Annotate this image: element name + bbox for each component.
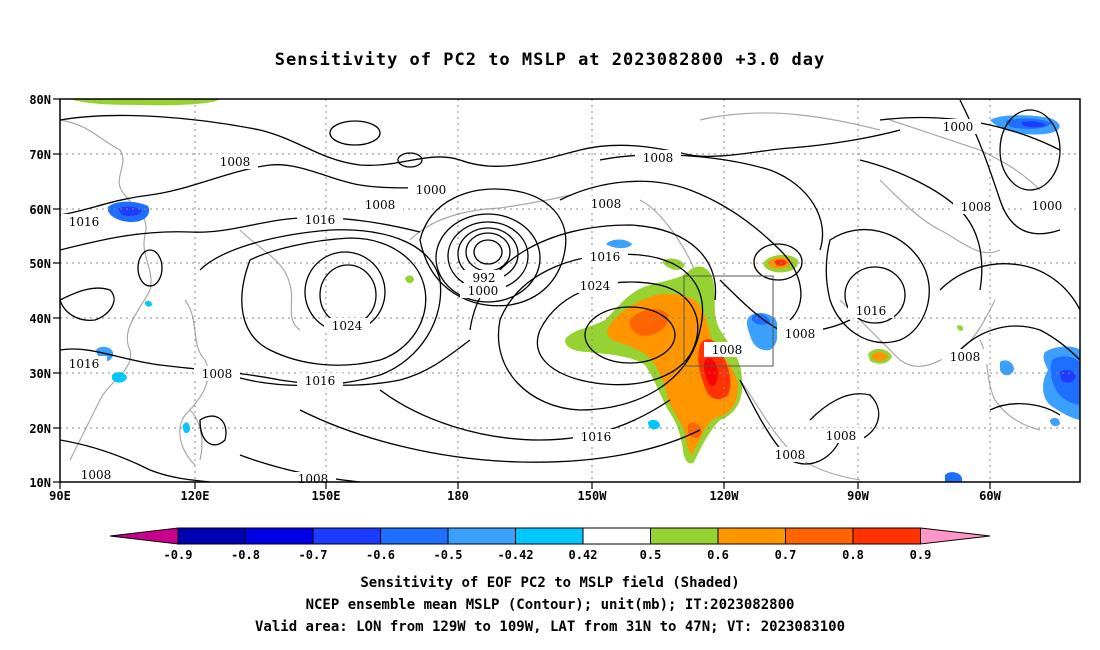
- colorbar-tick-label: -0.9: [164, 548, 193, 562]
- colorbar-tick-label: 0.5: [640, 548, 662, 562]
- contour-label: 1000: [1032, 199, 1063, 213]
- caption-line: Sensitivity of EOF PC2 to MSLP field (Sh…: [360, 575, 740, 591]
- contour-label: 1000: [468, 284, 499, 298]
- contour-label: 1000: [416, 183, 447, 197]
- lat-tick-label: 70N: [29, 148, 51, 162]
- figure-caption: Sensitivity of EOF PC2 to MSLP field (Sh…: [0, 572, 1100, 638]
- contour-label: 1000: [943, 120, 974, 134]
- contour-label: 1016: [305, 374, 336, 388]
- contour-label: 1008: [365, 198, 396, 212]
- caption-line: NCEP ensemble mean MSLP (Contour); unit(…: [305, 597, 795, 613]
- contour-label: 1016: [69, 357, 100, 371]
- lat-tick-label: 40N: [29, 312, 51, 326]
- colorbar-tick-label: -0.5: [434, 548, 463, 562]
- contour-label: 1008: [712, 343, 743, 357]
- colorbar-tick-label: 0.42: [569, 548, 598, 562]
- colorbar-left-arrow: [109, 527, 179, 545]
- contour-label: 1008: [775, 448, 806, 462]
- colorbar-tick-label: 0.9: [910, 548, 932, 562]
- contour-label: 1016: [581, 430, 612, 444]
- contour-label: 1008: [81, 468, 112, 482]
- contour-label: 1024: [332, 319, 363, 333]
- contour-label: 1008: [785, 327, 816, 341]
- contour-label: 1024: [580, 279, 611, 293]
- contour-label: 992: [473, 271, 496, 285]
- colorbar-segment: [582, 527, 651, 545]
- lon-tick-label: 120W: [710, 489, 740, 503]
- contour-label: 1008: [591, 197, 622, 211]
- colorbar-segment: [650, 527, 719, 545]
- colorbar-segment: [177, 527, 246, 545]
- chart-title: Sensitivity of PC2 to MSLP at 2023082800…: [274, 50, 826, 70]
- colorbar-tick-label: 0.8: [842, 548, 864, 562]
- lat-tick-label: 30N: [29, 367, 51, 381]
- lon-tick-label: 60W: [979, 489, 1001, 503]
- colorbar-segment: [245, 527, 314, 545]
- lon-tick-label: 180: [447, 489, 469, 503]
- lat-tick-label: 50N: [29, 257, 51, 271]
- colorbar-segment: [312, 527, 381, 545]
- colorbar-segment: [717, 527, 786, 545]
- lat-tick-label: 80N: [29, 93, 51, 107]
- colorbar-tick-label: -0.8: [231, 548, 260, 562]
- colorbar-tick-label: 0.6: [707, 548, 729, 562]
- colorbar-segment: [447, 527, 516, 545]
- colorbar-segment: [380, 527, 449, 545]
- colorbar-tick-label: 0.7: [775, 548, 797, 562]
- lat-tick-label: 10N: [29, 476, 51, 490]
- lon-tick-labels: 90E 120E 150E 180 150W 120W 90W 60W: [49, 489, 1001, 503]
- contour-labels: 1008 1000 1016 1008 1016 1024 992 1000 1…: [58, 119, 1070, 486]
- contour-label: 1008: [961, 200, 992, 214]
- contour-label: 1016: [305, 213, 336, 227]
- valid-area-box: [683, 275, 774, 367]
- colorbar-tick-label: -0.6: [366, 548, 395, 562]
- lon-tick-label: 150W: [578, 489, 608, 503]
- caption-line: Valid area: LON from 129W to 109W, LAT f…: [254, 619, 845, 635]
- contour-label: 1016: [856, 304, 887, 318]
- lat-tick-label: 60N: [29, 203, 51, 217]
- contour-label: 1008: [220, 155, 251, 169]
- colorbar-segment: [515, 527, 584, 545]
- contour-label: 1008: [298, 472, 329, 486]
- colorbar-right-arrow: [920, 527, 991, 545]
- contour-label: 1008: [950, 350, 981, 364]
- contour-label: 1016: [590, 250, 621, 264]
- sensitivity-shading: [70, 99, 1080, 482]
- lon-tick-label: 90E: [49, 489, 71, 503]
- mslp-contours: [60, 99, 1080, 482]
- colorbar: [109, 527, 991, 545]
- map-frame: [59, 98, 1081, 483]
- colorbar-segment: [852, 527, 921, 545]
- axis-ticks: [53, 98, 991, 489]
- contour-label: 1016: [69, 215, 100, 229]
- contour-label: 1008: [202, 367, 233, 381]
- lat-tick-labels: 80N 70N 60N 50N 40N 30N 20N 10N: [29, 93, 51, 490]
- lon-tick-label: 120E: [181, 489, 210, 503]
- contour-label: 1008: [643, 151, 674, 165]
- contour-label: 1008: [826, 429, 857, 443]
- lat-tick-label: 20N: [29, 422, 51, 436]
- lon-tick-label: 90W: [847, 489, 869, 503]
- colorbar-tick-label: -0.42: [497, 548, 533, 562]
- colorbar-tick-labels: -0.9 -0.8 -0.7 -0.6 -0.5 -0.42 0.42 0.5 …: [164, 548, 932, 562]
- colorbar-tick-label: -0.7: [299, 548, 328, 562]
- colorbar-segment: [785, 527, 854, 545]
- lon-tick-label: 150E: [312, 489, 341, 503]
